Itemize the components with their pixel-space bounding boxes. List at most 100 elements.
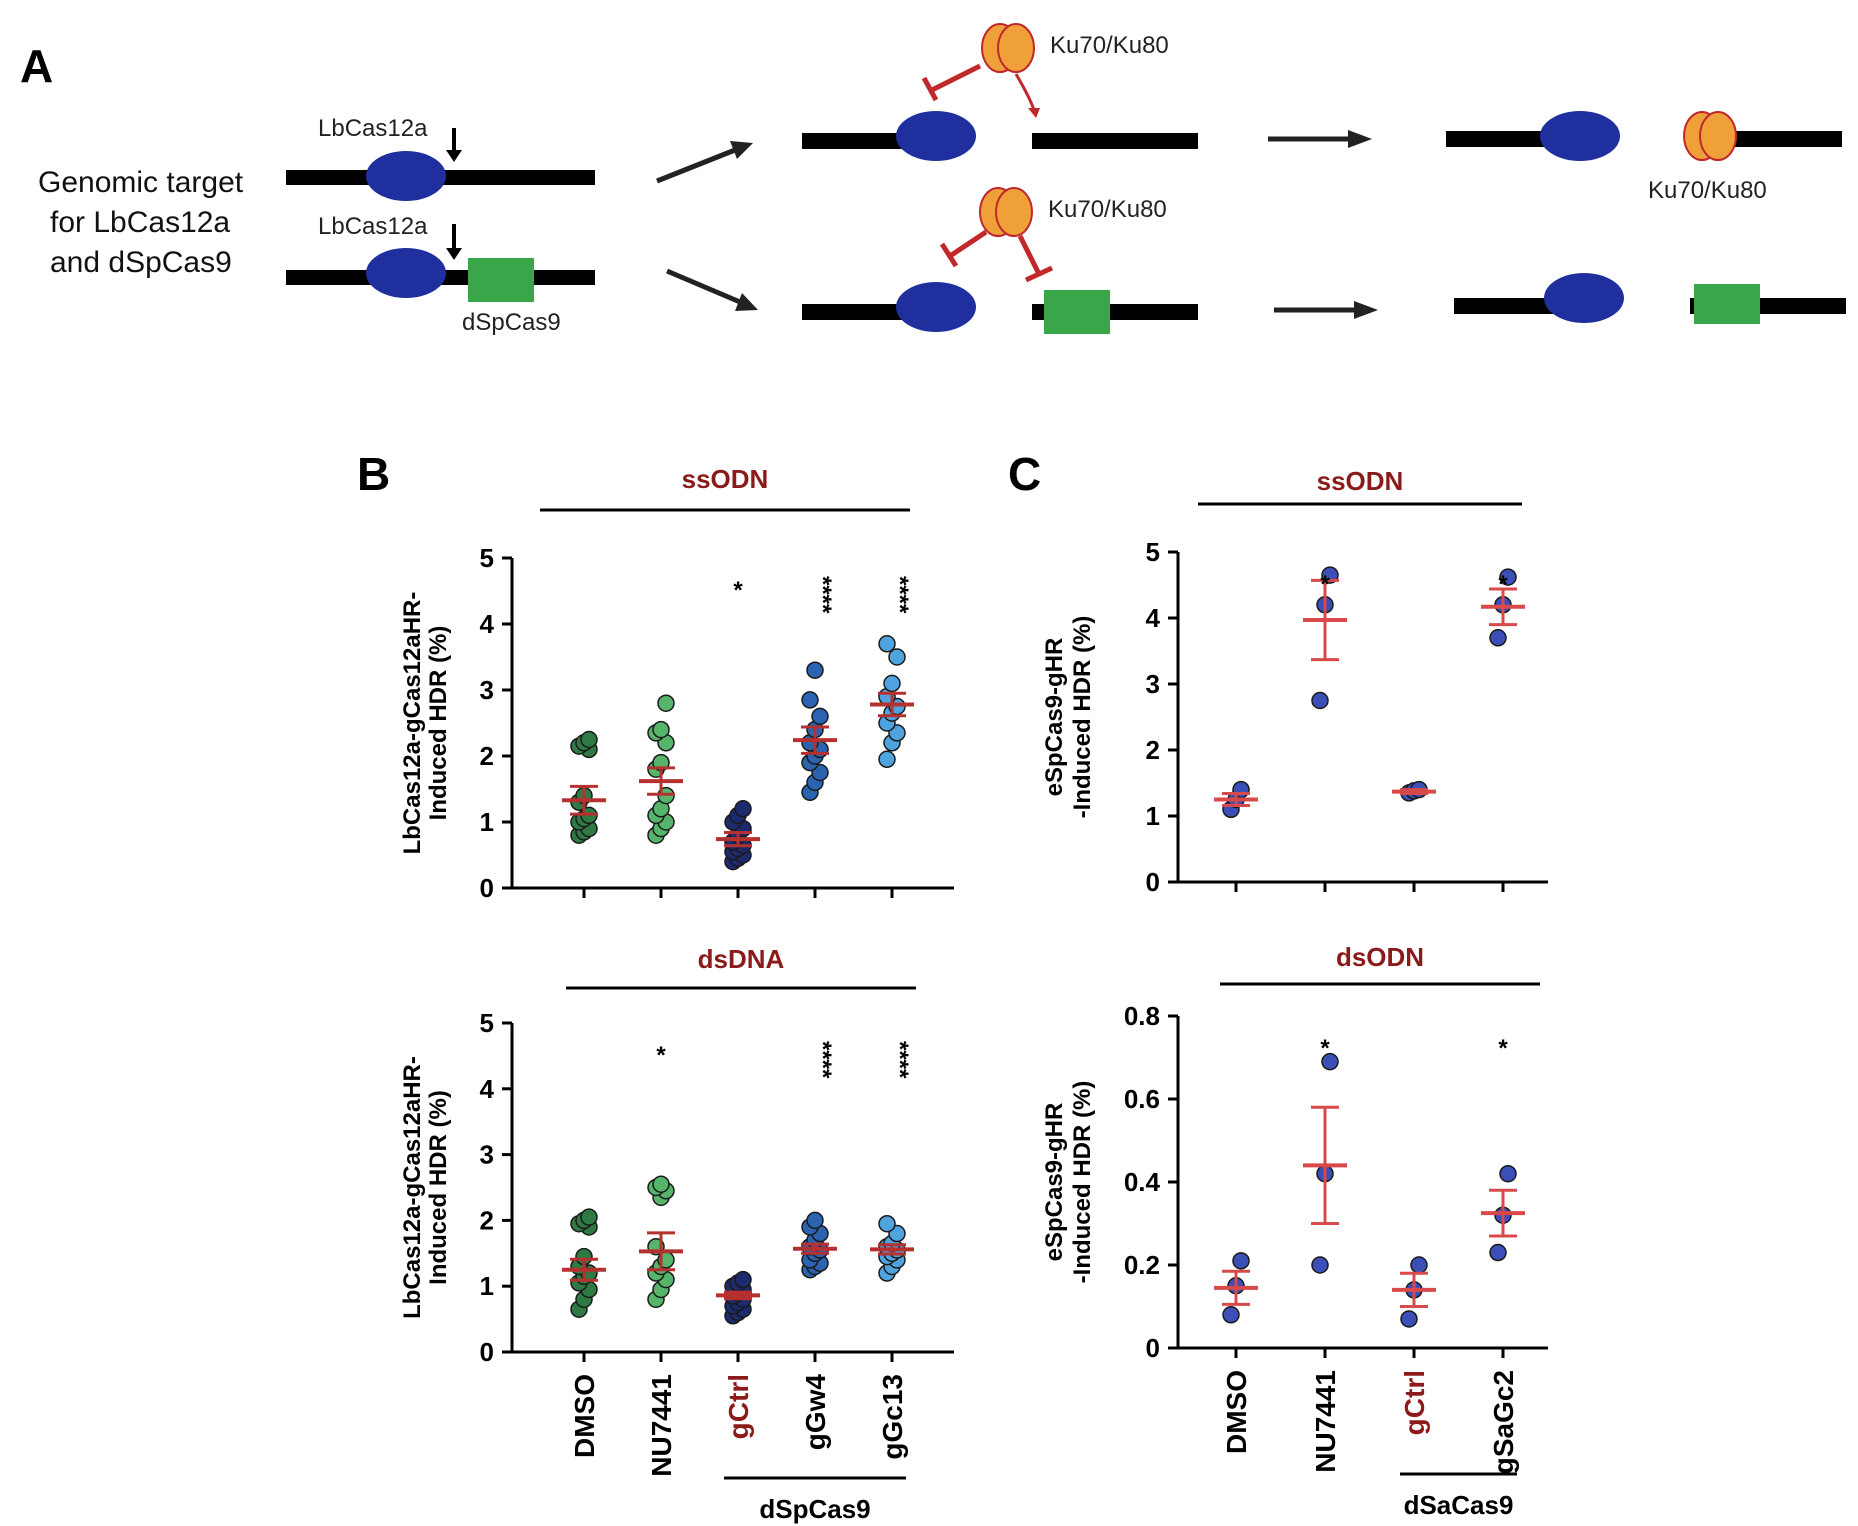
y-tick-label: 0.4 (1124, 1167, 1161, 1197)
ku-label-2: Ku70/Ku80 (1048, 196, 1167, 223)
lbcas12a-bound-top (896, 111, 976, 161)
data-point (1489, 629, 1507, 647)
significance-marker: * (1498, 1035, 1508, 1062)
y-axis-label-line-1: eSpCas9-gHR (1041, 1103, 1068, 1262)
significance-marker: * (1498, 571, 1508, 598)
group-label: dSpCas9 (759, 1494, 870, 1524)
inhibition-mark-1 (921, 63, 982, 102)
inhibition-mark-3 (1017, 234, 1054, 283)
x-category-label: gGc13 (877, 1374, 908, 1460)
panel-a-label: A (20, 40, 53, 92)
step-arrow-2-bottom (1274, 301, 1378, 319)
lbcas12a-label-2: LbCas12a (318, 213, 428, 240)
data-point (1222, 1306, 1240, 1324)
dna-cut-left-top (802, 133, 906, 149)
x-category-label: gCtrl (1399, 1370, 1430, 1435)
data-point (652, 1175, 670, 1193)
ku70-ku80-bound (1683, 111, 1737, 161)
y-tick-label: 3 (480, 1140, 494, 1170)
step-arrow-2-top (1268, 130, 1372, 148)
significance-marker: * (656, 1042, 666, 1069)
cut-arrow-2 (446, 224, 462, 260)
data-point (580, 730, 598, 749)
y-tick-label: 3 (480, 675, 494, 705)
chart-title: ssODN (682, 464, 769, 494)
y-tick-label: 4 (480, 1074, 495, 1104)
y-tick-label: 2 (1146, 735, 1160, 765)
y-tick-label: 1 (480, 1271, 494, 1301)
ku-binding-arrow (1014, 73, 1040, 118)
y-axis-label-line-2: -Induced HDR (%) (1069, 616, 1096, 819)
step-arrow-top (656, 141, 753, 184)
dspcas9-bound-bottom (1044, 290, 1110, 334)
x-category-label: NU7441 (1310, 1370, 1341, 1473)
panel-b-label: B (357, 448, 390, 500)
data-point (734, 1270, 752, 1289)
data-point (801, 691, 819, 709)
significance-marker: * (1320, 1035, 1330, 1062)
data-point (878, 1214, 896, 1233)
data-point (878, 750, 896, 769)
y-tick-label: 0 (1146, 1333, 1160, 1363)
chart-c-dsodn: dsODN 0 0.2 0.4 0.6 0.8 eSpCas9-gHR -Induced HD… (1041, 942, 1548, 1520)
significance-marker: * (1320, 571, 1330, 598)
lbcas12a-remaining-top (1540, 111, 1620, 161)
y-tick-label: 2 (480, 741, 494, 771)
chart-b-dsdna: dsDNA 0 1 2 3 4 5 LbCas12a-gCas12aHR- Induced HD… (399, 944, 954, 1524)
chart-title: ssODN (1317, 466, 1404, 496)
significance-marker: * (733, 577, 743, 604)
dspcas9-protein-1 (468, 258, 534, 302)
data-point (806, 661, 824, 679)
lbcas12a-protein-1 (366, 151, 446, 201)
y-tick-label: 0 (480, 873, 494, 903)
y-axis-label-line-1: LbCas12a-gCas12aHR- (399, 1056, 426, 1319)
x-category-label: gCtrl (723, 1374, 754, 1439)
significance-marker: **** (809, 1041, 836, 1079)
ku70-ku80-complex-1 (981, 23, 1035, 73)
lbcas12a-bound-bottom (896, 282, 976, 332)
target-label-line-3: and dSpCas9 (50, 246, 232, 279)
dna-cut-right-top (1032, 133, 1198, 149)
panel-a: A Genomic target for LbCas12a and dSpCas… (20, 23, 1846, 336)
inhibition-mark-2 (939, 229, 988, 268)
y-tick-label: 2 (480, 1205, 494, 1235)
y-tick-label: 1 (1146, 801, 1160, 831)
y-axis-label-line-1: LbCas12a-gCas12aHR- (399, 592, 426, 855)
data-point (1410, 1256, 1428, 1274)
data-point (1489, 1243, 1507, 1262)
x-category-label: gSaGc2 (1488, 1370, 1519, 1474)
x-category-label: DMSO (569, 1374, 600, 1458)
group-label: dSaCas9 (1404, 1490, 1514, 1520)
y-tick-label: 1 (480, 807, 494, 837)
data-point (883, 674, 901, 693)
data-point (1499, 568, 1517, 586)
chart-b-ssodn: ssODN 0 1 2 3 4 5 LbCas12a-gCas12aHR- Induced HD… (399, 464, 954, 903)
dspcas9-label: dSpCas9 (462, 309, 561, 336)
lbcas12a-label-1: LbCas12a (318, 115, 428, 142)
lbcas12a-protein-2 (366, 248, 446, 298)
significance-marker: **** (809, 576, 836, 614)
significance-marker: **** (886, 576, 913, 614)
chart-title: dsODN (1336, 942, 1424, 972)
data-point (1321, 1052, 1339, 1071)
panel-c-label: C (1008, 448, 1041, 500)
data-point (657, 694, 675, 712)
chart-c-ssodn: ssODN 0 1 2 3 4 5 eSpCas9-gHR -Induced HDR (%) * * (1041, 466, 1548, 897)
data-point (878, 635, 896, 653)
data-point (811, 707, 829, 726)
y-tick-label: 0 (1146, 867, 1160, 897)
data-point (1311, 691, 1329, 710)
x-category-label: gGw4 (800, 1374, 831, 1451)
y-tick-label: 5 (1146, 537, 1160, 567)
step-arrow-bottom (666, 268, 758, 311)
lbcas12a-remaining-bottom (1544, 273, 1624, 323)
data-point (888, 648, 906, 666)
y-tick-label: 0.2 (1124, 1250, 1160, 1280)
target-label-line-2: for LbCas12a (50, 206, 230, 239)
target-label-line-1: Genomic target (38, 166, 244, 199)
data-point (580, 1208, 598, 1226)
y-axis-label-line-1: eSpCas9-gHR (1041, 638, 1068, 797)
significance-marker: **** (886, 1041, 913, 1079)
y-tick-label: 4 (480, 609, 495, 639)
